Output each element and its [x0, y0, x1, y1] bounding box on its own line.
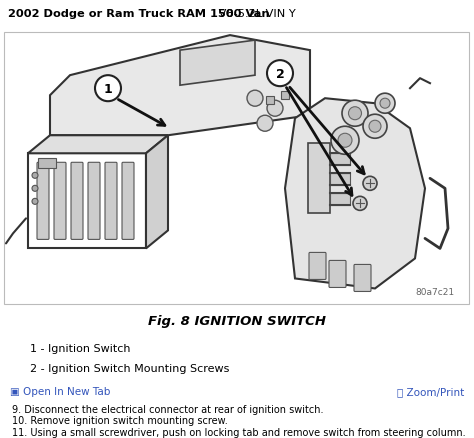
FancyBboxPatch shape [37, 163, 49, 240]
Text: 2002 Dodge or Ram Truck RAM 1500 Van: 2002 Dodge or Ram Truck RAM 1500 Van [8, 9, 270, 19]
FancyBboxPatch shape [71, 163, 83, 240]
FancyBboxPatch shape [122, 163, 134, 240]
Circle shape [267, 101, 283, 117]
FancyBboxPatch shape [330, 194, 350, 206]
Circle shape [267, 61, 293, 87]
Circle shape [342, 101, 368, 127]
Circle shape [380, 99, 390, 109]
FancyBboxPatch shape [329, 261, 346, 288]
Text: ▣ Open In New Tab: ▣ Open In New Tab [10, 387, 110, 396]
Circle shape [353, 197, 367, 211]
FancyBboxPatch shape [105, 163, 117, 240]
FancyBboxPatch shape [281, 92, 289, 100]
FancyBboxPatch shape [38, 159, 56, 169]
Circle shape [257, 116, 273, 132]
Polygon shape [285, 99, 425, 289]
Polygon shape [146, 136, 168, 249]
Circle shape [331, 127, 359, 155]
Circle shape [95, 76, 121, 102]
Circle shape [369, 121, 381, 133]
Circle shape [338, 134, 352, 148]
Text: 10. Remove ignition switch mounting screw.: 10. Remove ignition switch mounting scre… [12, 415, 228, 425]
Circle shape [363, 115, 387, 139]
Text: 9. Disconnect the electrical connector at rear of ignition switch.: 9. Disconnect the electrical connector a… [12, 404, 323, 414]
Text: Fig. 8 IGNITION SWITCH: Fig. 8 IGNITION SWITCH [148, 314, 326, 327]
FancyBboxPatch shape [354, 265, 371, 292]
Circle shape [32, 173, 38, 179]
Circle shape [348, 107, 362, 120]
Circle shape [363, 177, 377, 191]
FancyBboxPatch shape [88, 163, 100, 240]
Polygon shape [28, 136, 168, 154]
Text: 80a7c21: 80a7c21 [416, 288, 455, 297]
FancyBboxPatch shape [28, 154, 146, 249]
Polygon shape [50, 36, 310, 136]
Text: 1 - Ignition Switch: 1 - Ignition Switch [30, 343, 130, 353]
FancyBboxPatch shape [330, 174, 350, 186]
FancyBboxPatch shape [309, 253, 326, 280]
Text: 11. Using a small screwdriver, push on locking tab and remove switch from steeri: 11. Using a small screwdriver, push on l… [12, 427, 465, 437]
FancyBboxPatch shape [308, 144, 330, 214]
Text: V8-5.2L VIN Y: V8-5.2L VIN Y [215, 9, 296, 19]
Circle shape [247, 91, 263, 107]
Text: 🔍 Zoom/Print: 🔍 Zoom/Print [397, 387, 464, 396]
Text: 2 - Ignition Switch Mounting Screws: 2 - Ignition Switch Mounting Screws [30, 363, 229, 373]
Circle shape [32, 199, 38, 205]
FancyBboxPatch shape [266, 97, 274, 105]
Circle shape [32, 186, 38, 192]
Polygon shape [180, 41, 255, 86]
Circle shape [375, 94, 395, 114]
FancyBboxPatch shape [330, 154, 350, 166]
Text: 2: 2 [275, 67, 284, 81]
FancyBboxPatch shape [4, 33, 469, 305]
Text: 1: 1 [104, 82, 112, 95]
FancyBboxPatch shape [54, 163, 66, 240]
